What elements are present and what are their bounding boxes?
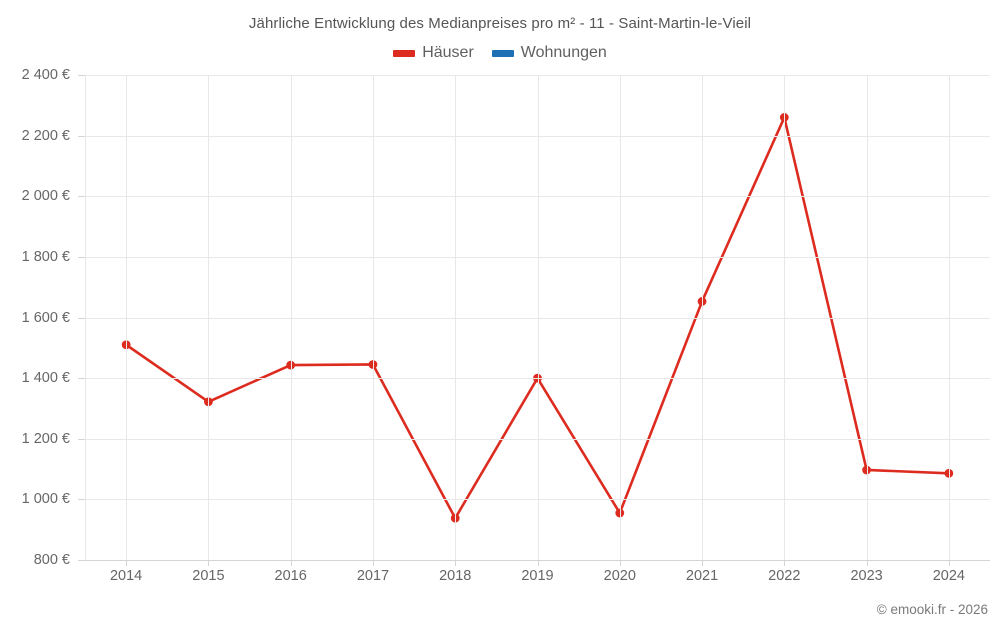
gridline-vertical — [290, 75, 292, 560]
gridline-vertical — [537, 75, 539, 560]
legend-label: Häuser — [422, 44, 474, 61]
legend-label: Wohnungen — [520, 44, 607, 61]
y-tick-mark — [78, 196, 85, 198]
plot-area — [85, 75, 990, 561]
data-point-marker[interactable] — [368, 360, 378, 369]
x-axis-tick-label: 2023 — [850, 568, 883, 584]
y-axis-tick-label: 1 600 € — [21, 309, 70, 326]
x-tick-mark — [866, 560, 868, 566]
x-axis-tick-label: 2022 — [768, 568, 801, 584]
gridline-vertical — [208, 75, 210, 560]
x-tick-mark — [702, 560, 704, 566]
x-tick-mark — [619, 560, 621, 566]
chart-legend: Häuser Wohnungen — [0, 44, 1000, 62]
y-axis-tick-label: 1 800 € — [21, 248, 70, 265]
gridline-vertical — [455, 75, 457, 560]
legend-swatch-icon — [491, 49, 514, 57]
y-tick-mark — [78, 135, 85, 137]
legend-item-wohnungen[interactable]: Wohnungen — [491, 44, 607, 62]
y-axis-tick-label: 1 200 € — [21, 430, 70, 447]
x-axis-tick-label: 2015 — [192, 568, 225, 584]
x-axis-tick-label: 2020 — [603, 568, 636, 584]
x-tick-mark — [290, 560, 292, 566]
y-tick-mark — [78, 438, 85, 440]
gridline-vertical — [372, 75, 374, 560]
x-tick-mark — [372, 560, 374, 566]
x-axis-tick-label: 2018 — [439, 568, 472, 584]
y-axis-tick-label: 2 400 € — [21, 67, 70, 83]
y-axis-tick-label: 800 € — [33, 552, 70, 568]
x-tick-mark — [784, 560, 786, 566]
gridline-vertical — [619, 75, 621, 560]
y-tick-mark — [78, 75, 85, 76]
x-axis-tick-label: 2021 — [685, 568, 719, 584]
y-axis-tick-label: 2 000 € — [21, 188, 70, 205]
legend-item-häuser[interactable]: Häuser — [393, 44, 474, 62]
y-tick-mark — [78, 499, 85, 501]
x-tick-mark — [208, 560, 210, 566]
gridline-vertical — [702, 75, 704, 560]
gridline-vertical — [126, 75, 128, 560]
x-axis-tick-label: 2014 — [109, 568, 143, 584]
x-axis-tick-label: 2024 — [932, 568, 965, 584]
gridline-vertical — [784, 75, 786, 560]
x-tick-mark — [537, 560, 539, 566]
y-tick-mark — [78, 256, 85, 258]
y-axis-tick-label: 1 400 € — [21, 370, 70, 387]
gridline-vertical — [866, 75, 868, 560]
legend-swatch-icon — [393, 49, 416, 57]
y-tick-mark — [78, 378, 85, 380]
y-axis-tick-label: 2 200 € — [21, 127, 70, 144]
x-tick-mark — [455, 560, 457, 566]
x-tick-mark — [948, 560, 950, 566]
x-tick-mark — [126, 560, 128, 566]
x-axis-tick-label: 2016 — [274, 568, 307, 584]
gridline-vertical — [948, 75, 950, 560]
y-tick-mark — [78, 560, 85, 561]
y-tick-mark — [78, 317, 85, 319]
x-axis-tick-label: 2017 — [356, 568, 390, 584]
chart-title: Jährliche Entwicklung des Medianpreises … — [248, 15, 752, 32]
x-axis-tick-label: 2019 — [521, 568, 554, 584]
y-axis-line — [85, 75, 86, 560]
y-axis-tick-label: 1 000 € — [21, 491, 70, 508]
footer-credit: © emooki.fr - 2026 — [876, 602, 988, 617]
